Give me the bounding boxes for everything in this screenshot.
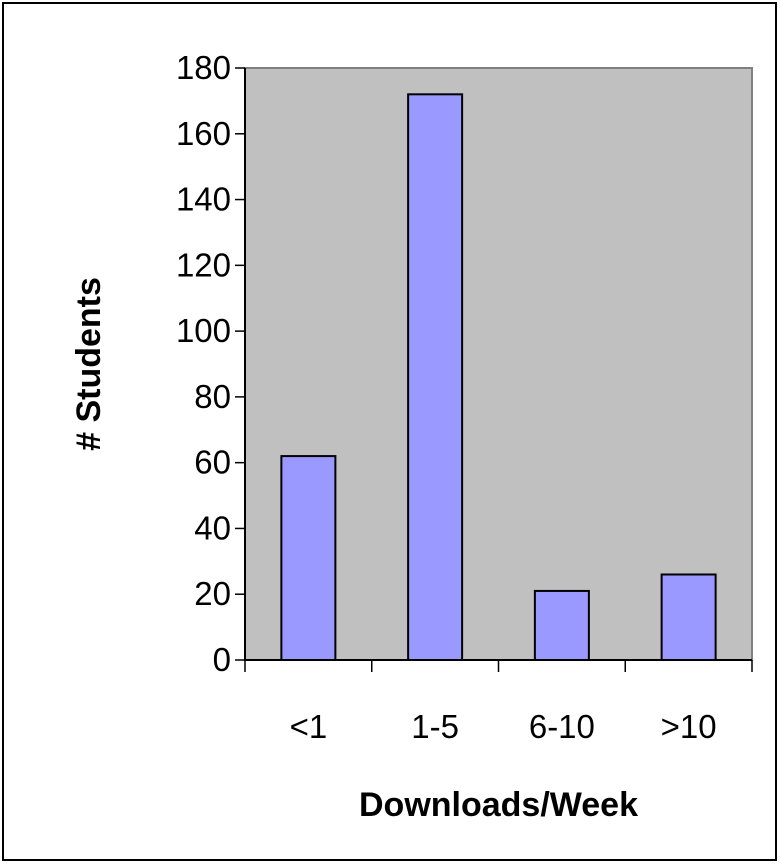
x-tick-label: 6-10 — [529, 708, 595, 745]
x-axis-title: Downloads/Week — [359, 786, 638, 824]
y-axis-ticks — [235, 67, 245, 661]
x-tick-label: 1-5 — [411, 708, 459, 745]
bar-3 — [660, 573, 717, 661]
y-tick-label: 120 — [176, 246, 231, 283]
bar-1 — [407, 93, 464, 662]
y-tick-label: 100 — [176, 312, 231, 349]
x-tick-label: <1 — [290, 708, 328, 745]
bar-0 — [280, 455, 337, 662]
bars — [280, 93, 717, 662]
x-tick-label: >10 — [661, 708, 717, 745]
y-tick-label: 40 — [194, 509, 231, 546]
y-tick-label: 80 — [194, 378, 231, 415]
y-tick-label: 180 — [176, 49, 231, 86]
bar-2 — [533, 589, 590, 662]
x-tick-labels: <1 1-5 6-10 >10 — [290, 708, 717, 745]
x-axis-ticks — [244, 660, 753, 672]
y-tick-label: 140 — [176, 181, 231, 218]
y-tick-labels: 0 20 40 60 80 100 120 140 160 180 — [176, 49, 231, 678]
y-tick-label: 60 — [194, 444, 231, 481]
y-tick-label: 160 — [176, 115, 231, 152]
y-tick-label: 20 — [194, 575, 231, 612]
y-tick-label: 0 — [213, 641, 231, 678]
y-axis-title: # Students — [70, 277, 108, 451]
